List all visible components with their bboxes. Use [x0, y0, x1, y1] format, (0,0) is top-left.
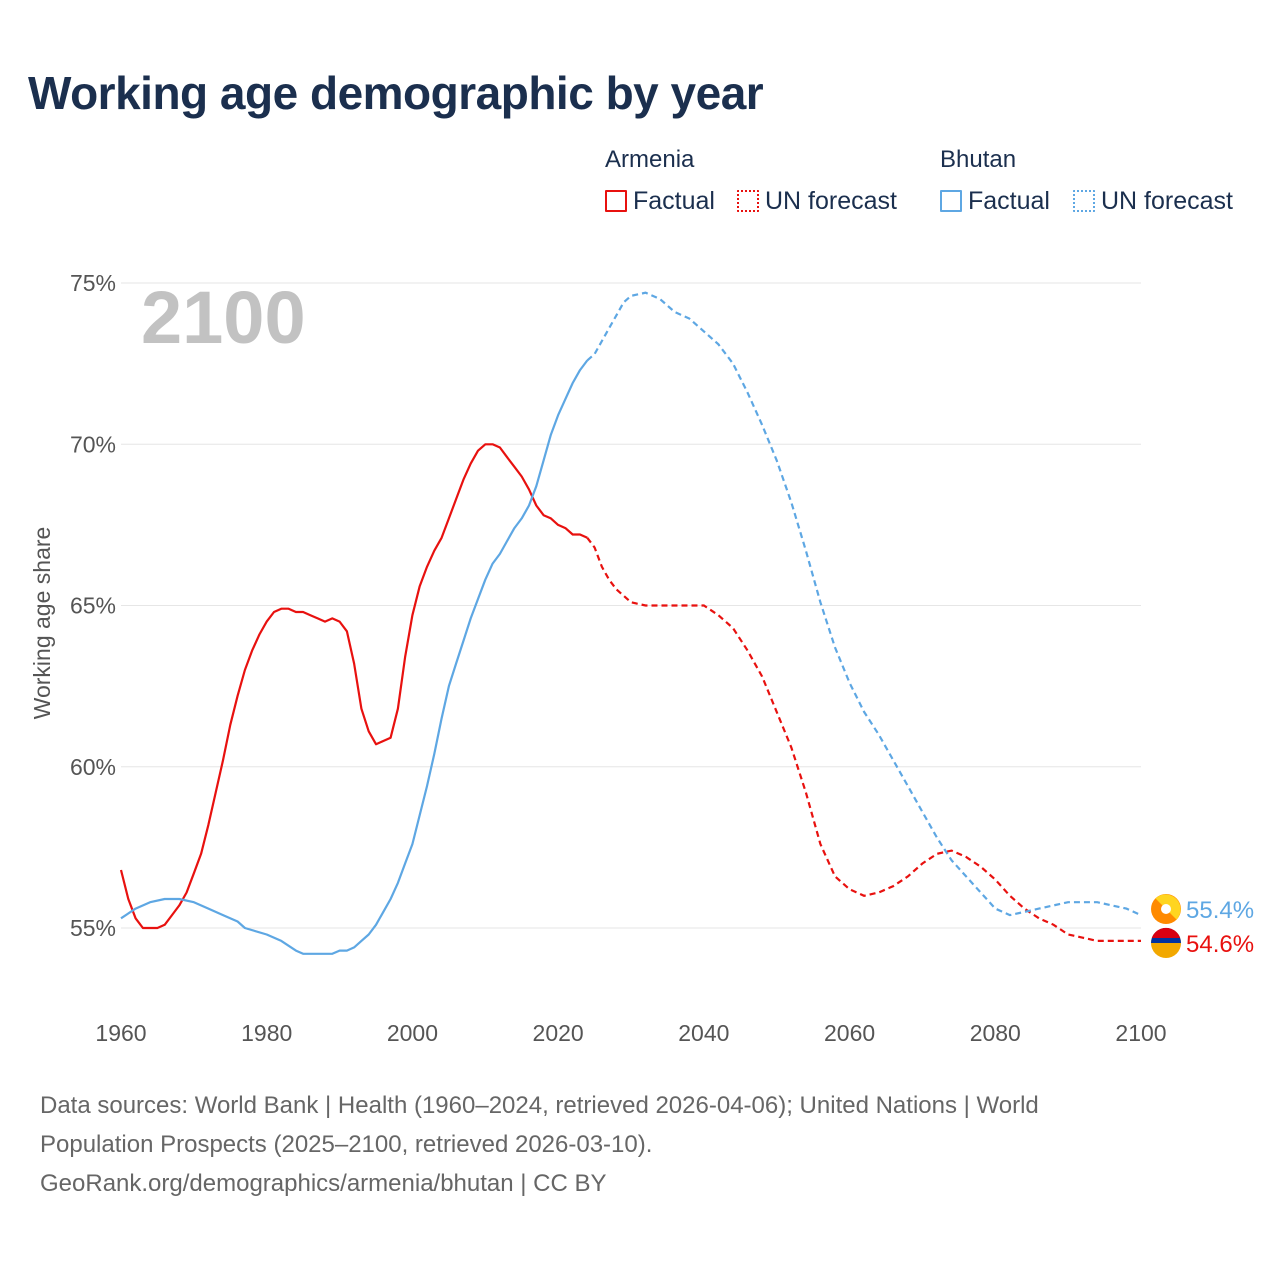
footer-sources: Data sources: World Bank | Health (1960–…: [40, 1086, 1240, 1203]
y-tick-label: 70%: [70, 431, 116, 457]
y-tick-label: 60%: [70, 754, 116, 780]
legend-armenia-forecast[interactable]: UN forecast: [737, 186, 897, 216]
end-labels: 54.6% 55.4%: [1151, 894, 1254, 958]
x-tick-label: 2060: [824, 1020, 875, 1046]
gridlines: [121, 282, 1141, 929]
footer-line-3[interactable]: GeoRank.org/demographics/armenia/bhutan …: [40, 1170, 607, 1197]
series-armenia-factual-line: [119, 443, 588, 930]
legend-armenia-title: Armenia: [605, 146, 695, 173]
series-bhutan-factual-line: [120, 359, 589, 955]
legend-bhutan-title: Bhutan: [940, 146, 1017, 173]
x-tick-label: 2000: [387, 1020, 438, 1046]
line-chart: 2100 55% 60% 65% 70% 75% 1960 1980 2000 2020 204…: [29, 270, 1254, 1046]
legend-armenia-factual[interactable]: Factual: [605, 186, 715, 216]
series: [119, 291, 1142, 955]
x-tick-label: 2040: [678, 1020, 729, 1046]
legend-swatch-bhutan-factual: [940, 190, 962, 212]
legend-label: UN forecast: [765, 186, 897, 215]
y-axis-ticks: 55% 60% 65% 70% 75%: [70, 270, 116, 941]
footer-line-2: Population Prospects (2025–2100, retriev…: [40, 1131, 653, 1158]
legend-swatch-bhutan-forecast: [1073, 190, 1095, 212]
x-tick-label: 2080: [970, 1020, 1021, 1046]
series-armenia-forecast-line: [586, 537, 1141, 942]
x-axis-ticks: 1960 1980 2000 2020 2040 2060 2080 2100: [95, 1020, 1166, 1046]
series-bhutan-forecast-line: [586, 291, 1142, 917]
x-tick-label: 2020: [533, 1020, 584, 1046]
y-tick-label: 55%: [70, 915, 116, 941]
x-tick-label: 1960: [95, 1020, 146, 1046]
x-tick-label: 1980: [241, 1020, 292, 1046]
legend-bhutan-forecast[interactable]: UN forecast: [1073, 186, 1233, 216]
y-tick-label: 65%: [70, 593, 116, 619]
end-label-bhutan: 55.4%: [1186, 897, 1254, 924]
legend-bhutan-factual[interactable]: Factual: [940, 186, 1050, 216]
bhutan-flag-icon: [1151, 894, 1181, 924]
legend-label: Factual: [968, 186, 1050, 215]
end-label-armenia: 54.6%: [1186, 931, 1254, 958]
y-axis-title: Working age share: [29, 527, 55, 720]
legend-swatch-armenia-factual: [605, 190, 627, 212]
chart-title: Working age demographic by year: [28, 67, 764, 119]
footer-line-1: Data sources: World Bank | Health (1960–…: [40, 1092, 1039, 1119]
legend-label: UN forecast: [1101, 186, 1233, 215]
y-tick-label: 75%: [70, 270, 116, 296]
legend-label: Factual: [633, 186, 715, 215]
armenia-flag-icon: [1151, 927, 1181, 958]
x-tick-label: 2100: [1115, 1020, 1166, 1046]
legend-swatch-armenia-forecast: [737, 190, 759, 212]
year-watermark: 2100: [141, 276, 306, 359]
